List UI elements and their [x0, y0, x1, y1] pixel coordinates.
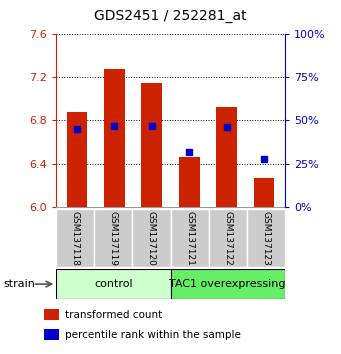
- Text: GSM137118: GSM137118: [71, 211, 80, 266]
- Bar: [209, 209, 247, 267]
- Text: GSM137123: GSM137123: [261, 211, 270, 266]
- Bar: [170, 209, 209, 267]
- Text: TAC1 overexpressing: TAC1 overexpressing: [169, 279, 286, 289]
- Text: control: control: [94, 279, 133, 289]
- Text: GSM137121: GSM137121: [185, 211, 194, 266]
- Bar: [179, 157, 199, 207]
- Bar: [56, 269, 170, 299]
- Text: strain: strain: [3, 279, 35, 289]
- Text: GSM137119: GSM137119: [109, 211, 118, 266]
- Bar: [104, 69, 125, 207]
- Bar: [132, 209, 170, 267]
- Text: transformed count: transformed count: [65, 310, 163, 320]
- Bar: [94, 209, 132, 267]
- Bar: [254, 178, 275, 207]
- Bar: [247, 209, 285, 267]
- Bar: [216, 107, 237, 207]
- Bar: [44, 329, 59, 340]
- Bar: [56, 209, 94, 267]
- Text: percentile rank within the sample: percentile rank within the sample: [65, 330, 241, 340]
- Bar: [142, 84, 162, 207]
- Bar: [170, 269, 285, 299]
- Bar: [44, 309, 59, 320]
- Text: GDS2451 / 252281_at: GDS2451 / 252281_at: [94, 9, 247, 23]
- Text: GSM137120: GSM137120: [147, 211, 156, 266]
- Bar: [66, 112, 87, 207]
- Text: GSM137122: GSM137122: [223, 211, 232, 266]
